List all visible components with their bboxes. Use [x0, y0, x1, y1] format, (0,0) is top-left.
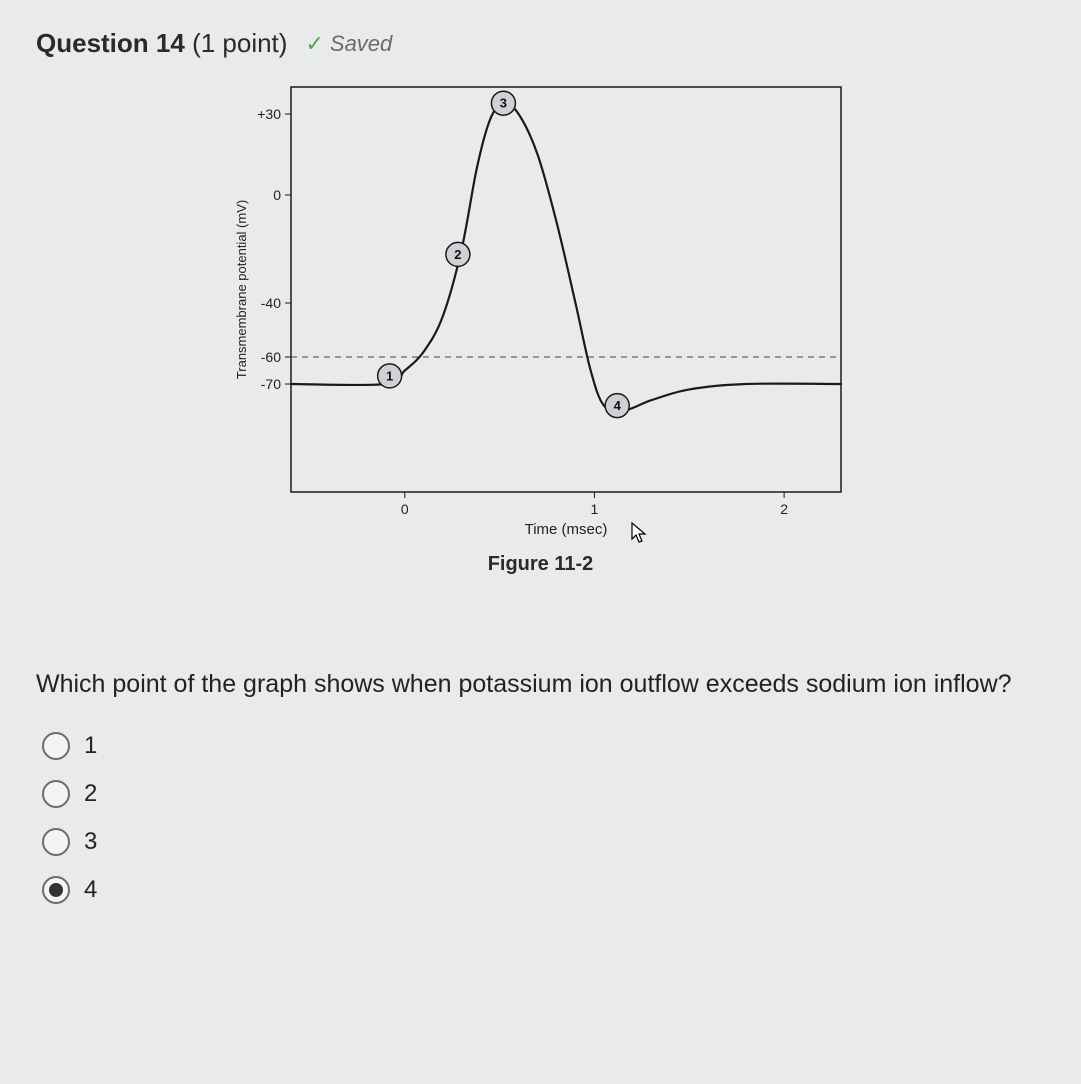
saved-indicator: ✓ Saved: [305, 31, 392, 57]
question-title: Question 14 (1 point): [36, 28, 287, 59]
option-label: 4: [84, 876, 97, 904]
y-tick-label: -70: [260, 376, 280, 392]
figure-area: +30 0 -40 -60 -70 0 1 2 Time (msec) Transmembrane…: [36, 77, 1045, 547]
action-potential-chart: +30 0 -40 -60 -70 0 1 2 Time (msec) Transmembrane…: [231, 77, 851, 547]
answer-option-3[interactable]: 3: [42, 828, 1045, 856]
answer-option-4[interactable]: 4: [42, 876, 1045, 904]
x-axis-label: Time (msec): [524, 521, 607, 538]
chart-marker-label: 1: [386, 368, 393, 383]
radio-button[interactable]: [42, 780, 70, 808]
y-tick-label: +30: [257, 106, 281, 122]
question-points: (1 point): [192, 28, 287, 58]
question-text: Which point of the graph shows when pota…: [36, 666, 1045, 702]
answer-option-1[interactable]: 1: [42, 732, 1045, 760]
answer-options: 1 2 3 4: [36, 732, 1045, 904]
question-header: Question 14 (1 point) ✓ Saved: [36, 28, 1045, 59]
y-axis-label: Transmembrane potential (mV): [234, 200, 249, 379]
question-prefix: Question: [36, 28, 149, 58]
x-tick-label: 1: [590, 501, 598, 517]
radio-button[interactable]: [42, 732, 70, 760]
answer-option-2[interactable]: 2: [42, 780, 1045, 808]
y-tick-label: -40: [260, 295, 280, 311]
chart-marker-label: 3: [499, 96, 506, 111]
radio-button[interactable]: [42, 876, 70, 904]
figure-caption: Figure 11-2: [36, 553, 1045, 576]
checkmark-icon: ✓: [305, 31, 323, 57]
y-tick-label: -60: [260, 349, 280, 365]
option-label: 2: [84, 780, 97, 808]
saved-label: Saved: [330, 31, 392, 57]
x-tick-label: 0: [400, 501, 408, 517]
chart-marker-label: 2: [454, 247, 461, 262]
question-number: 14: [156, 28, 185, 58]
radio-button[interactable]: [42, 828, 70, 856]
chart-marker-label: 4: [613, 398, 621, 413]
option-label: 3: [84, 828, 97, 856]
x-tick-label: 2: [780, 501, 788, 517]
option-label: 1: [84, 732, 97, 760]
y-tick-label: 0: [273, 187, 281, 203]
